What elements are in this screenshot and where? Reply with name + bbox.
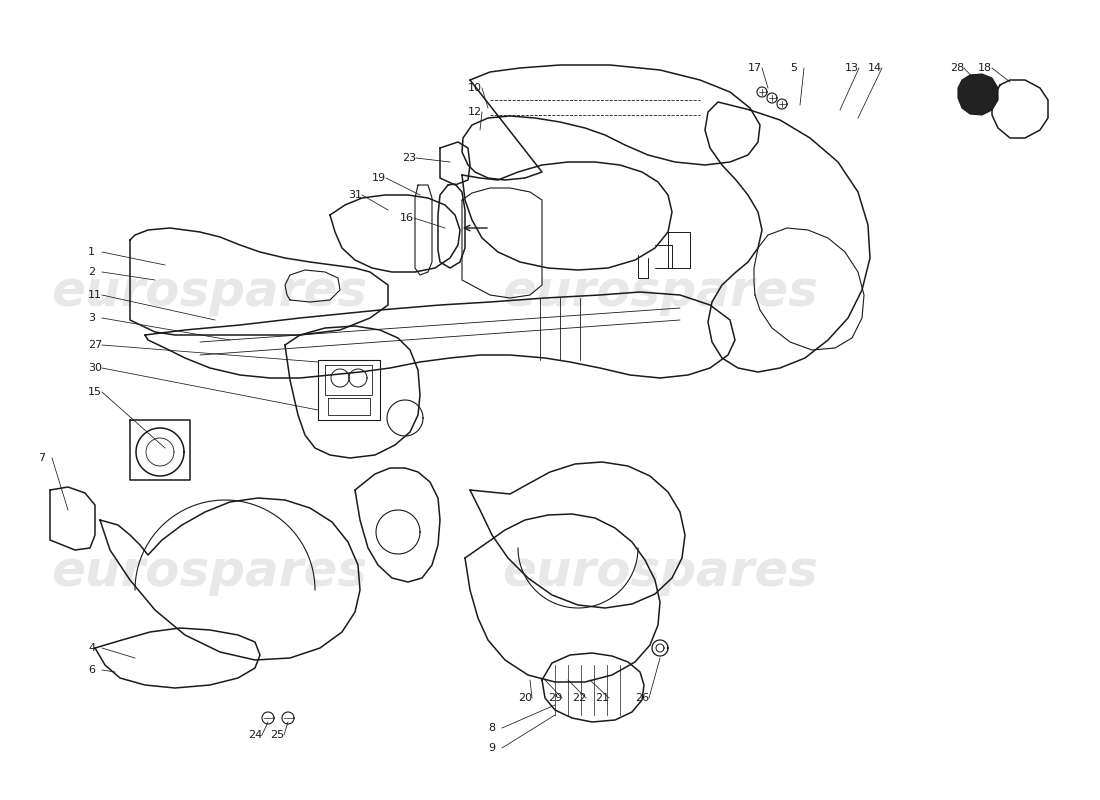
Text: 29: 29: [548, 693, 562, 703]
Text: 21: 21: [595, 693, 609, 703]
Text: 20: 20: [518, 693, 532, 703]
Text: 28: 28: [950, 63, 965, 73]
Text: 13: 13: [845, 63, 859, 73]
Text: eurospares: eurospares: [502, 268, 818, 316]
Text: eurospares: eurospares: [51, 548, 367, 596]
Text: 3: 3: [88, 313, 95, 323]
Text: eurospares: eurospares: [502, 548, 818, 596]
Text: 14: 14: [868, 63, 882, 73]
Text: eurospares: eurospares: [51, 268, 367, 316]
Text: 5: 5: [790, 63, 798, 73]
Text: 9: 9: [488, 743, 495, 753]
Text: 25: 25: [270, 730, 284, 740]
Text: 4: 4: [88, 643, 95, 653]
Text: 31: 31: [348, 190, 362, 200]
Text: 6: 6: [88, 665, 95, 675]
Text: 16: 16: [400, 213, 414, 223]
Text: 10: 10: [468, 83, 482, 93]
Text: 26: 26: [635, 693, 649, 703]
Text: 18: 18: [978, 63, 992, 73]
Text: 23: 23: [402, 153, 416, 163]
Text: 7: 7: [39, 453, 45, 463]
Polygon shape: [958, 74, 998, 115]
Text: 12: 12: [468, 107, 482, 117]
Text: 27: 27: [88, 340, 102, 350]
Text: 17: 17: [748, 63, 762, 73]
Text: 1: 1: [88, 247, 95, 257]
Text: 2: 2: [88, 267, 95, 277]
Text: 11: 11: [88, 290, 102, 300]
Text: 15: 15: [88, 387, 102, 397]
Text: 19: 19: [372, 173, 386, 183]
Text: 30: 30: [88, 363, 102, 373]
Text: 8: 8: [488, 723, 495, 733]
Text: 24: 24: [248, 730, 262, 740]
Text: 22: 22: [572, 693, 586, 703]
